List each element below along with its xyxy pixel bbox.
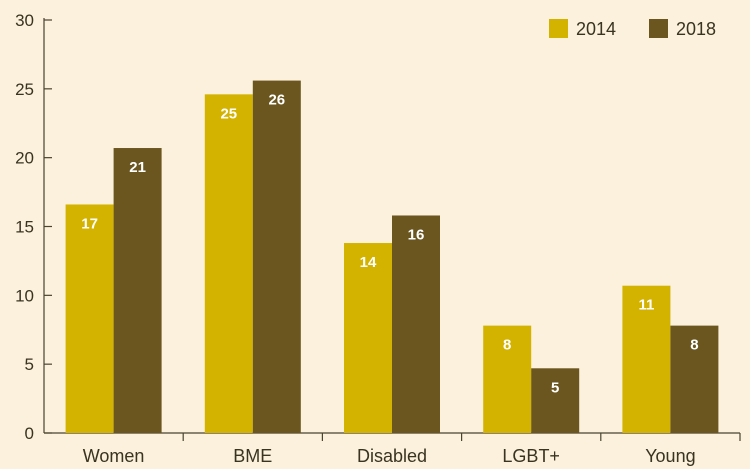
data-label: 16 [408, 226, 425, 243]
data-label: 8 [690, 337, 698, 354]
legend: 2014 2018 [549, 19, 716, 39]
legend-label: 2018 [676, 19, 716, 39]
data-label: 26 [268, 92, 285, 109]
bar-2014-bme [204, 94, 253, 433]
bar-2018-young [670, 325, 719, 433]
data-label: 14 [360, 254, 377, 271]
data-label: 5 [551, 379, 559, 396]
axes: 0 5 10 15 20 25 30 Women BME Disabled LGBT+ Young [15, 11, 741, 466]
x-category-label: BME [233, 446, 272, 466]
y-tick-label: 15 [15, 218, 34, 237]
data-label: 8 [503, 337, 511, 354]
y-tick-label: 10 [15, 286, 34, 305]
y-tick-label: 0 [25, 424, 34, 443]
bar-2018-disabled [392, 215, 440, 433]
legend-label: 2014 [576, 19, 616, 39]
bar-2014-women [65, 204, 114, 433]
x-category-label: Women [83, 446, 145, 466]
data-label: 17 [81, 215, 98, 232]
x-category-label: LGBT+ [502, 446, 560, 466]
legend-swatch-2014 [549, 19, 568, 38]
data-label: 21 [129, 159, 146, 176]
x-category-label: Young [645, 446, 695, 466]
y-tick-label: 25 [15, 80, 34, 99]
bars: 17 21 25 26 14 16 8 5 11 8 [65, 80, 719, 433]
bar-2018-lgbt [531, 368, 580, 433]
bar-2014-lgbt [483, 325, 532, 433]
data-label: 11 [638, 297, 654, 314]
bar-2014-young [622, 285, 671, 433]
bar-2018-women [113, 148, 162, 433]
x-category-label: Disabled [357, 446, 427, 466]
bar-2018-bme [252, 80, 301, 433]
y-tick-label: 5 [25, 355, 34, 374]
y-tick-label: 30 [15, 11, 34, 30]
bar-2014-disabled [344, 243, 392, 433]
data-label: 25 [220, 105, 237, 122]
y-tick-label: 20 [15, 149, 34, 168]
legend-swatch-2018 [649, 19, 668, 38]
